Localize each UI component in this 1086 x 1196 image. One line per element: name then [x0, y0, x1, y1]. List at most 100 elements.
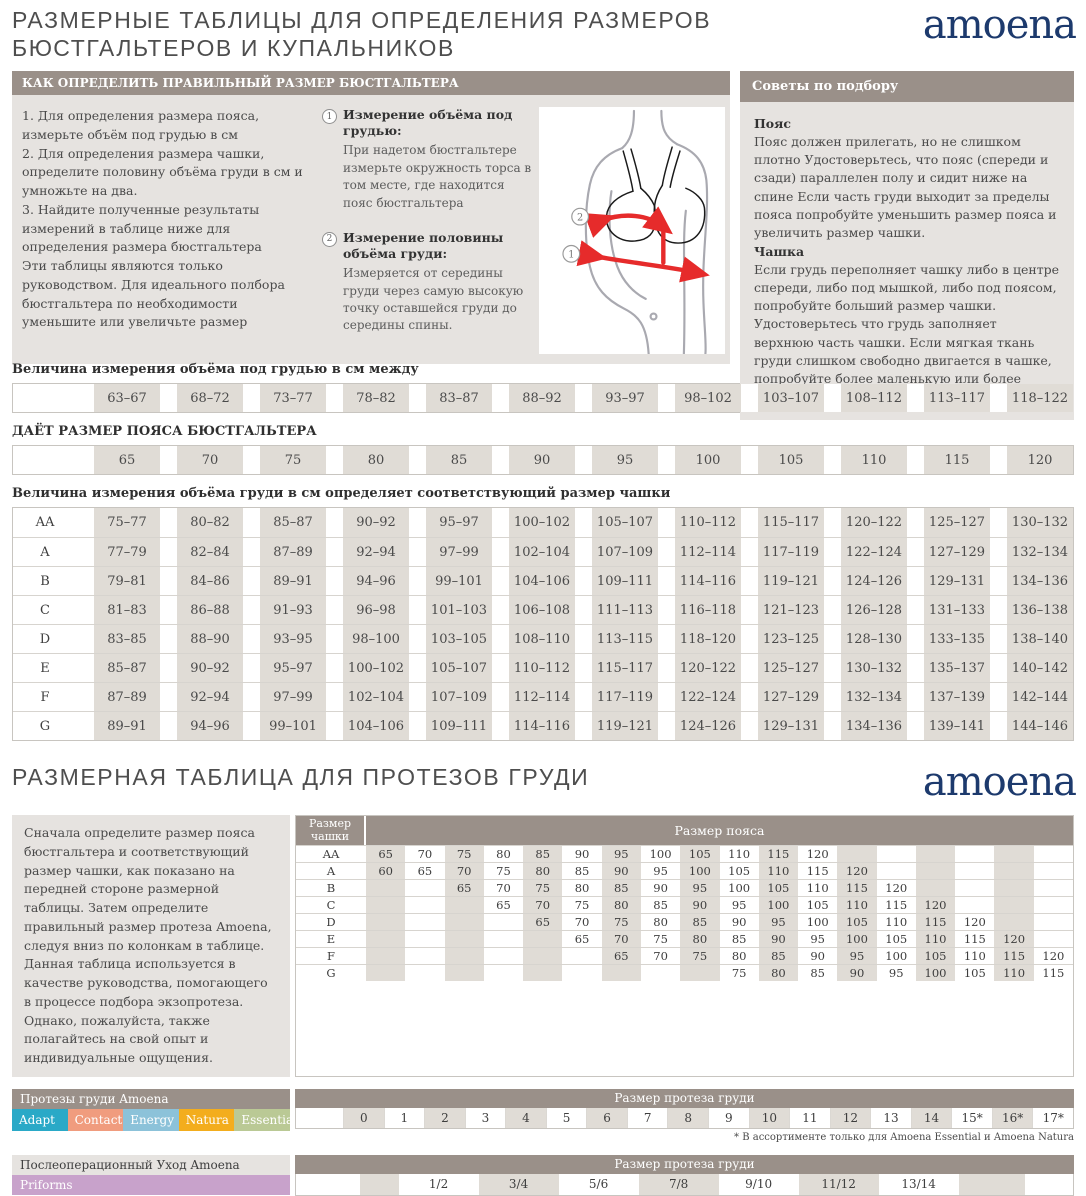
- gap-cell: [492, 538, 509, 567]
- band-size-cell: 120: [837, 863, 877, 880]
- band-size-cell: 115: [924, 446, 990, 475]
- bust-range-cell: 100–102: [509, 508, 575, 538]
- band-size-cell: 85: [680, 914, 720, 931]
- band-size-cell: 105: [758, 880, 799, 897]
- gap-cell: [907, 538, 924, 567]
- bust-range-cell: 97–99: [260, 683, 326, 712]
- band-size-cell: 65: [574, 932, 590, 947]
- prosthesis-section-title: РАЗМЕРНАЯ ТАБЛИЦА ДЛЯ ПРОТЕЗОВ ГРУДИ: [12, 764, 590, 791]
- priforms-size-cell: 1/2: [428, 1177, 449, 1192]
- gap-cell: [990, 567, 1007, 596]
- bust-range-cell: 125–127: [924, 508, 990, 538]
- bust-range-cell: 134–136: [1007, 567, 1073, 596]
- empty-cell: [837, 846, 877, 863]
- figure-marker-2: 2: [571, 207, 590, 226]
- bust-arrow: [583, 206, 673, 238]
- gap-cell: [160, 446, 177, 475]
- prosthesis-size-cell: 1: [383, 1107, 425, 1128]
- forms-sizes-table: Размер протеза груди 0 1 2 3 4 5 6 7 8 9 10 11 12 13 1…: [295, 1088, 1074, 1143]
- band-size-cell: 70: [417, 847, 433, 862]
- gap-cell: [741, 567, 758, 596]
- band-size-cell: 115: [885, 898, 908, 913]
- forms-size-row: 0 1 2 3 4 5 6 7 8 9 10 11 12 13 14 15* 16* 17*: [295, 1107, 1074, 1129]
- band-size-cell: 85: [810, 966, 825, 981]
- gap-cell: [160, 508, 177, 538]
- gap-cell: [77, 508, 94, 538]
- underbust-range-cell: 93–97: [592, 384, 658, 413]
- band-size-cell: 100: [675, 446, 741, 475]
- band-size-cell: 70: [653, 949, 668, 964]
- band-size-cell: 115: [758, 846, 799, 863]
- band-size-cell: 90: [653, 881, 668, 896]
- empty-cell: [994, 863, 1034, 880]
- gap-cell: [160, 683, 177, 712]
- band-label: ДАЁТ РАЗМЕР ПОЯСА БЮСТГАЛЬТЕРА: [12, 424, 317, 440]
- product-range-tab-natura: Natura: [178, 1108, 235, 1131]
- band-size-cell: 65: [417, 864, 433, 879]
- band-size-cell: 85: [601, 880, 641, 897]
- prosthesis-size-cell: 12: [829, 1107, 871, 1128]
- cup-letter-cell: E: [326, 932, 336, 947]
- prosthesis-size-cell: 6: [586, 1107, 627, 1128]
- band-size-cell: 75: [653, 932, 668, 947]
- gap-cell: [492, 683, 509, 712]
- bust-range-cell: 109–111: [426, 712, 492, 741]
- priforms-size-cell: 5/6: [588, 1177, 609, 1192]
- band-size-cell: 95: [680, 880, 720, 897]
- bust-range-cell: 120–122: [675, 654, 741, 683]
- gap-cell: [990, 446, 1007, 475]
- empty-cell: [1034, 863, 1073, 879]
- gap-cell: [658, 683, 675, 712]
- band-size-cell: 105: [885, 932, 908, 947]
- prosthesis-table-row: E 65 70 75 80 85 90 95 100 105 110 115 120: [296, 930, 1073, 948]
- band-size-cell: 120: [885, 881, 908, 896]
- gap-cell: [824, 384, 841, 413]
- gap-cell: [990, 596, 1007, 625]
- cup-size-table: AA 75–77 80–82 85–87 90–92 95–97 100–102 105–10…: [12, 507, 1074, 742]
- gap-cell: [409, 625, 426, 654]
- how-to-panel: КАК ОПРЕДЕЛИТЬ ПРАВИЛЬНЫЙ РАЗМЕР БЮСТГАЛ…: [12, 71, 730, 364]
- bust-range-cell: 127–129: [924, 538, 990, 567]
- empty-cell: [359, 1173, 399, 1195]
- gap-cell: [824, 567, 841, 596]
- gap-cell: [243, 446, 260, 475]
- prosthesis-table-row: F 65 70 75 80 85 90 95 100 105 110 115 120: [296, 947, 1073, 965]
- band-size-cell: 75: [680, 948, 720, 965]
- gap-cell: [907, 384, 924, 413]
- torso-outline: [584, 109, 709, 354]
- bust-range-cell: 92–94: [343, 538, 409, 567]
- prosthesis-size-cell: 10: [748, 1107, 790, 1128]
- band-size-cell: 110: [963, 949, 986, 964]
- band-size-cell: 85: [574, 864, 590, 879]
- gap-cell: [243, 567, 260, 596]
- tips-cup-title: Чашка: [754, 243, 805, 259]
- band-size-cell: 75: [601, 914, 641, 931]
- empty-cell: [523, 931, 563, 948]
- gap-cell: [326, 625, 343, 654]
- bust-range-cell: 115–117: [758, 508, 824, 538]
- band-size-cell: 120: [1007, 446, 1073, 475]
- gap-cell: [824, 683, 841, 712]
- cup-table-row: C 81–83 86–88 91–93 96–98 101–103 106–108 111–1…: [13, 595, 1073, 625]
- bust-range-cell: 110–112: [509, 654, 575, 683]
- band-size-cell: 80: [731, 949, 747, 964]
- gap-cell: [575, 683, 592, 712]
- band-size-cell: 85: [758, 948, 799, 965]
- cup-table-row: B 79–81 84–86 89–91 94–96 99–101 104–106 109–11…: [13, 566, 1073, 596]
- empty-cell: [1034, 846, 1073, 862]
- gap-cell: [741, 654, 758, 683]
- circled-number-1: 1: [322, 109, 337, 125]
- band-size-cell: 95: [601, 846, 641, 863]
- cup-letter-cell: G: [13, 712, 77, 741]
- bust-range-cell: 135–137: [924, 654, 990, 683]
- bust-range-cell: 112–114: [675, 538, 741, 567]
- band-size-cell: 95: [837, 948, 877, 965]
- gap-cell: [492, 712, 509, 741]
- bust-range-cell: 122–124: [841, 538, 907, 567]
- band-size-cell: 70: [601, 931, 641, 948]
- bra-measurement-illustration: 2 1: [539, 107, 725, 354]
- how-to-section: КАК ОПРЕДЕЛИТЬ ПРАВИЛЬНЫЙ РАЗМЕР БЮСТГАЛ…: [12, 71, 1074, 421]
- product-range-tab-contact: Contact: [67, 1108, 124, 1131]
- empty-cell: [484, 914, 523, 930]
- cup-letter-cell: G: [326, 966, 336, 981]
